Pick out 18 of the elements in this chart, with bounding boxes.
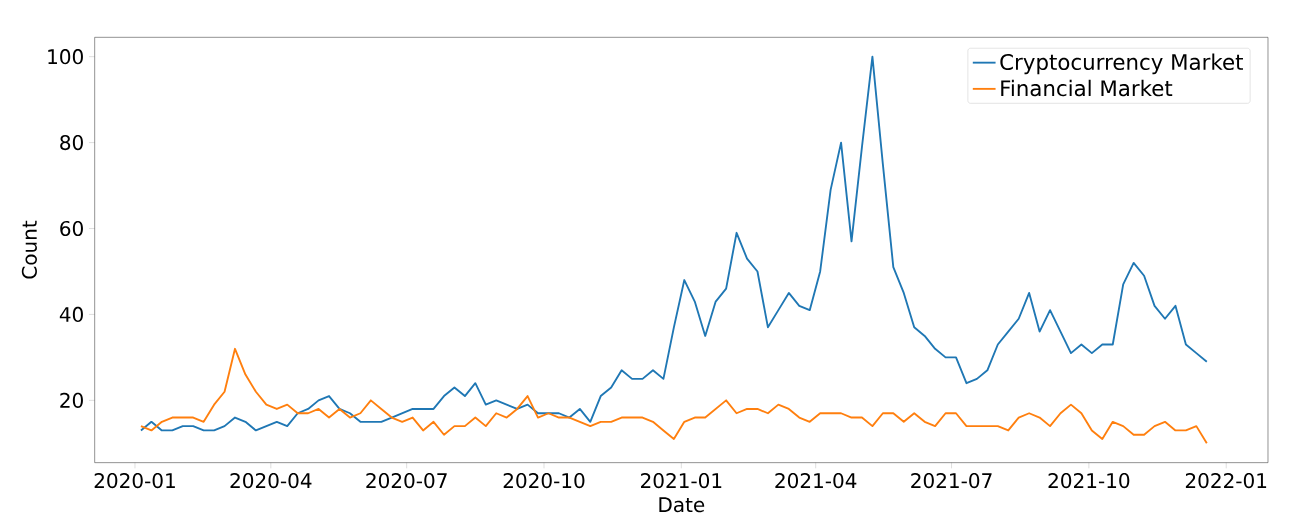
legend-label: Cryptocurrency Market (1000, 53, 1243, 75)
x-tick-label: 2020-04 (230, 473, 312, 489)
x-tick-label: 2021-01 (641, 473, 722, 489)
y-tick-label: 80 (60, 135, 83, 151)
y-tick-label: 60 (60, 220, 83, 237)
y-tick-label: 40 (59, 306, 83, 323)
x-tick-label: 2021-10 (1048, 473, 1130, 489)
legend-label: Financial Market (1001, 79, 1173, 97)
x-tick-label: 2021-04 (775, 473, 857, 489)
y-tick-label: 20 (60, 392, 83, 408)
x-tick-label: 2022-01 (1185, 473, 1267, 489)
x-tick-label: 2020-01 (94, 473, 175, 489)
x-tick-label: 2020-07 (366, 473, 447, 489)
y-tick-label: 100 (48, 49, 83, 65)
x-tick-label: 2021-07 (911, 473, 992, 489)
x-axis-title: Date (659, 497, 705, 513)
x-tick-label: 2020-10 (503, 473, 585, 489)
y-axis-title: Count (21, 220, 37, 279)
